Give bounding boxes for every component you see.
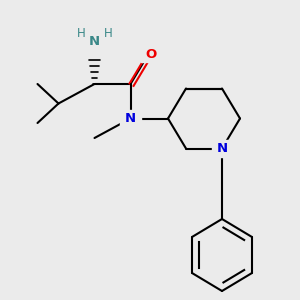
Text: H: H — [76, 27, 85, 40]
Text: N: N — [216, 142, 228, 155]
Text: N: N — [89, 35, 100, 48]
Bar — [141, 46, 161, 62]
Bar — [120, 110, 140, 127]
Text: H: H — [103, 27, 112, 40]
Bar — [75, 33, 114, 54]
Text: O: O — [145, 47, 157, 61]
Text: N: N — [125, 112, 136, 125]
Bar — [212, 140, 232, 157]
